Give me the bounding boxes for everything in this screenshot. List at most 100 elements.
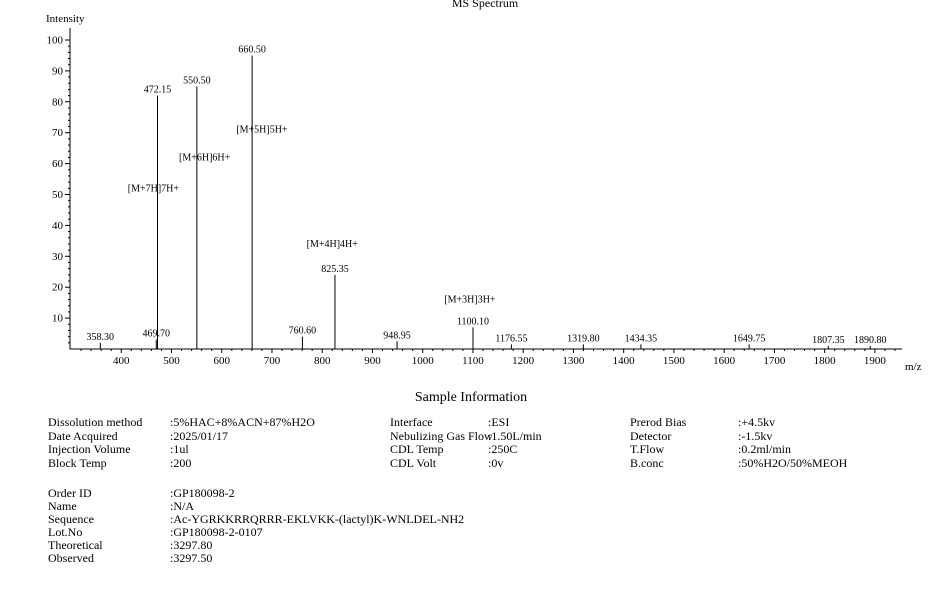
info-row-interface: Interface :ESI [390, 415, 542, 430]
info-value: :0.2ml/min [738, 442, 792, 456]
y-tick-label: 60 [52, 158, 64, 170]
x-tick-label: 1200 [512, 355, 535, 367]
x-tick-label: 400 [113, 355, 130, 367]
peak-label: 825.35 [321, 264, 349, 275]
info-row-theoretical: Theoretical :3297.80 [48, 539, 464, 552]
x-tick-label: 800 [314, 355, 331, 367]
peak-label: 660.50 [238, 44, 266, 55]
chart-title: MS Spectrum [452, 0, 519, 10]
x-tick-label: 1600 [713, 355, 736, 367]
charge-state-annotation: [M+5H]5H+ [236, 125, 288, 136]
info-label: Order ID [48, 486, 92, 500]
info-value: :250C [488, 442, 518, 456]
peak-label: 472.15 [144, 85, 172, 96]
x-tick-label: 500 [163, 355, 180, 367]
sample-info-column-2: Interface :ESI Nebulizing Gas Flow:1.50L/… [390, 415, 542, 471]
sample-info-column-1: Dissolution method :5%HAC+8%ACN+87%H2O Da… [48, 415, 315, 471]
info-row-t-flow: T.Flow :0.2ml/min [630, 442, 847, 457]
info-row-name: Name:N/A [48, 500, 464, 513]
info-label: Prerod Bias [630, 415, 687, 429]
sample-information-heading: Sample Information [414, 390, 528, 405]
peak-label: 1434.35 [625, 333, 658, 344]
y-tick-label: 90 [52, 65, 64, 77]
info-value: :0v [488, 455, 504, 470]
info-value: :3297.80 [170, 538, 213, 552]
y-tick-label: 70 [52, 127, 64, 139]
info-label: B.conc [630, 455, 664, 470]
y-tick-label: 80 [52, 96, 64, 108]
y-tick-label: 40 [52, 220, 64, 232]
info-label: Date Acquired [48, 428, 118, 443]
peak-label: 358.30 [87, 332, 115, 343]
info-label: Detector [630, 428, 672, 443]
info-label: Observed [48, 551, 94, 565]
info-row-cdl-volt: CDL Volt :0v [390, 455, 542, 471]
info-value: :1ul [170, 442, 189, 456]
peak-label: 1100.10 [457, 316, 489, 327]
info-row-lot-no: Lot.No :GP180098-2-0107 [48, 526, 464, 539]
info-row-prerod-bias: Prerod Bias :+4.5kv [630, 415, 847, 430]
info-label: Sequence [48, 512, 94, 526]
info-label: T.Flow [630, 442, 665, 456]
charge-state-annotation: [M+7H]7H+ [128, 183, 180, 194]
x-tick-label: 1900 [864, 355, 887, 367]
info-label: Lot.No [48, 525, 83, 539]
info-value: :ESI [488, 415, 510, 429]
info-value: :1.50L/min [488, 428, 542, 443]
info-row-dissolution-method: Dissolution method :5%HAC+8%ACN+87%H2O [48, 415, 315, 430]
info-label: Injection Volume [48, 442, 131, 456]
info-label: Name [48, 499, 77, 513]
info-value: :50%H2O/50%MEOH [738, 455, 848, 470]
info-value: :Ac-YGRKKRRQRRR-EKLVKK-(lactyl)K-WNLDEL-… [170, 512, 465, 526]
info-label: Theoretical [48, 538, 103, 552]
x-tick-label: 1000 [412, 355, 435, 367]
x-tick-label: 1500 [663, 355, 686, 367]
info-label: Dissolution method [48, 415, 143, 429]
x-tick-label: 1100 [462, 355, 484, 367]
info-row-sequence: Sequence :Ac-YGRKKRRQRRR-EKLVKK-(lactyl)K… [48, 513, 464, 526]
info-row-block-temp: Block Temp:200 [48, 455, 315, 471]
charge-state-annotation: [M+3H]3H+ [444, 295, 496, 306]
peak-label: 1176.55 [495, 333, 527, 344]
x-tick-label: 1300 [562, 355, 585, 367]
info-value: :+4.5kv [738, 415, 776, 429]
info-row-detector: Detector :-1.5kv [630, 428, 847, 444]
info-value: :2025/01/17 [170, 428, 229, 443]
info-row-nebulizing-gas-flow: Nebulizing Gas Flow:1.50L/min [390, 428, 542, 444]
peak-label: 1649.75 [733, 333, 766, 344]
info-row-date-acquired: Date Acquired :2025/01/17 [48, 428, 315, 444]
ms-spectrum-chart: MS Spectrum Intensity m/z 10 20 30 40 50 60 70 80 9… [46, 0, 922, 373]
x-axis-label: m/z [905, 361, 922, 373]
info-value: :3297.50 [170, 551, 213, 565]
peak-label: 1807.35 [812, 335, 845, 346]
x-tick-label: 1800 [814, 355, 837, 367]
info-row-injection-volume: Injection Volume :1ul [48, 442, 315, 457]
product-info-block: Order ID :GP180098-2 Name:N/A Sequence :Ac… [48, 487, 464, 565]
x-tick-label: 1700 [763, 355, 786, 367]
charge-state-annotation: [M+4H]4H+ [307, 239, 359, 250]
y-tick-label: 20 [52, 282, 64, 294]
y-tick-label: 50 [52, 189, 64, 201]
peak-label: 550.50 [183, 75, 211, 86]
info-label: CDL Volt [390, 455, 437, 470]
info-row-cdl-temp: CDL Temp :250C [390, 442, 542, 457]
info-label: Interface [390, 415, 433, 429]
x-tick-label: 600 [213, 355, 230, 367]
x-tick-label: 700 [264, 355, 281, 367]
info-value: :-1.5kv [738, 428, 773, 443]
info-value: :GP180098-2-0107 [170, 525, 263, 539]
sample-info-column-3: Prerod Bias :+4.5kv Detector :-1.5kv T.Flo… [630, 415, 848, 470]
y-tick-label: 10 [52, 313, 64, 325]
peak-label: 948.95 [383, 330, 411, 341]
y-tick-label: 30 [52, 251, 64, 263]
info-value: :GP180098-2 [170, 486, 235, 500]
info-value: :200 [170, 455, 192, 470]
peak-label: 1319.80 [567, 333, 600, 344]
x-tick-label: 1400 [613, 355, 636, 367]
peak-label: 1890.80 [854, 335, 887, 346]
info-label: CDL Temp [390, 442, 444, 456]
info-value: :5%HAC+8%ACN+87%H2O [170, 415, 315, 429]
peak-label: 760.60 [289, 326, 317, 337]
info-label: Nebulizing Gas Flow [390, 428, 493, 443]
